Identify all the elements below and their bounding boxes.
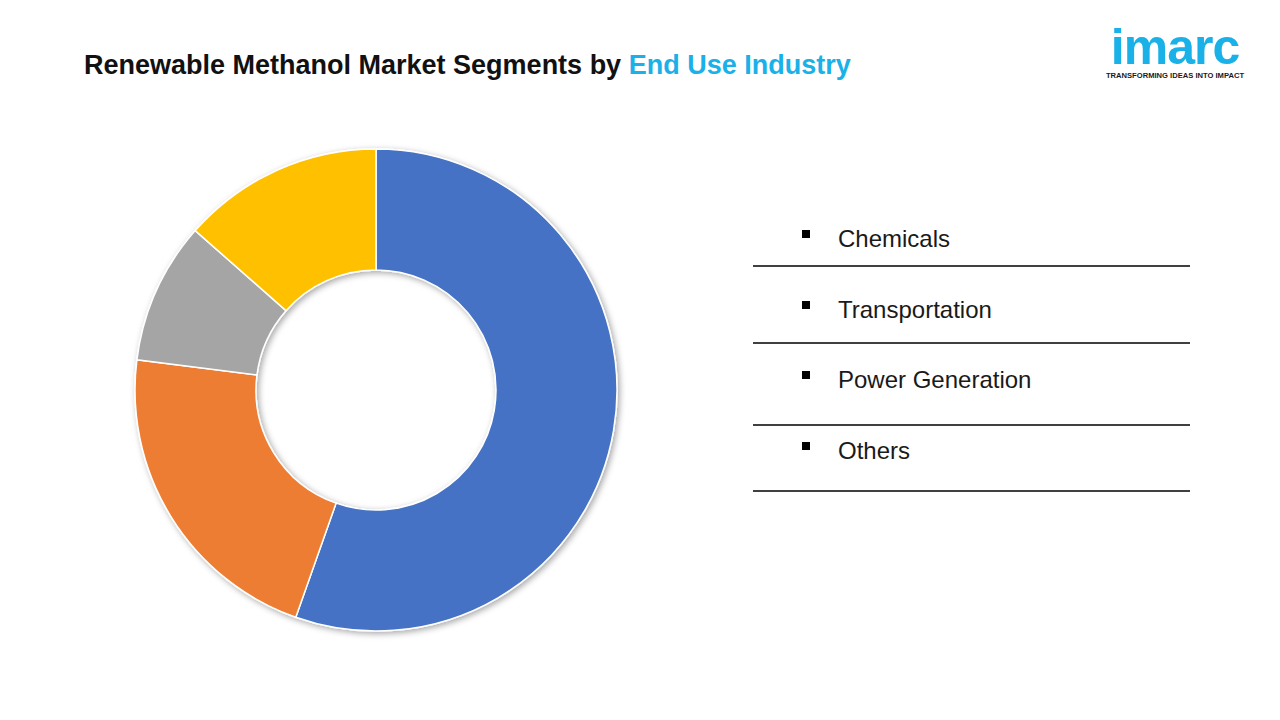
legend: Chemicals Transportation Power Generation O… <box>753 225 1190 491</box>
title-highlight: End Use Industry <box>629 50 851 80</box>
logo-name: imarc <box>1111 19 1240 75</box>
legend-label: Power Generation <box>838 366 1031 393</box>
logo-tagline: TRANSFORMING IDEAS INTO IMPACT <box>1106 71 1244 80</box>
legend-bullet <box>802 230 810 238</box>
donut <box>135 149 617 631</box>
legend-bullet <box>802 442 810 450</box>
legend-label: Transportation <box>838 296 992 323</box>
legend-label: Chemicals <box>838 225 950 252</box>
legend-separator <box>753 265 1190 266</box>
legend-separator <box>753 424 1190 425</box>
donut-slice <box>195 149 376 311</box>
chart-root: Renewable Methanol Market Segments by En… <box>0 0 1280 720</box>
donut-slice <box>135 360 336 617</box>
legend-label: Others <box>838 437 910 464</box>
legend-separator <box>753 490 1190 491</box>
legend-bullet <box>802 371 810 379</box>
legend-separator <box>753 342 1190 343</box>
legend-bullet <box>802 301 810 309</box>
title: Renewable Methanol Market Segments by En… <box>84 50 851 80</box>
title-text: Renewable Methanol Market Segments by <box>84 50 629 80</box>
